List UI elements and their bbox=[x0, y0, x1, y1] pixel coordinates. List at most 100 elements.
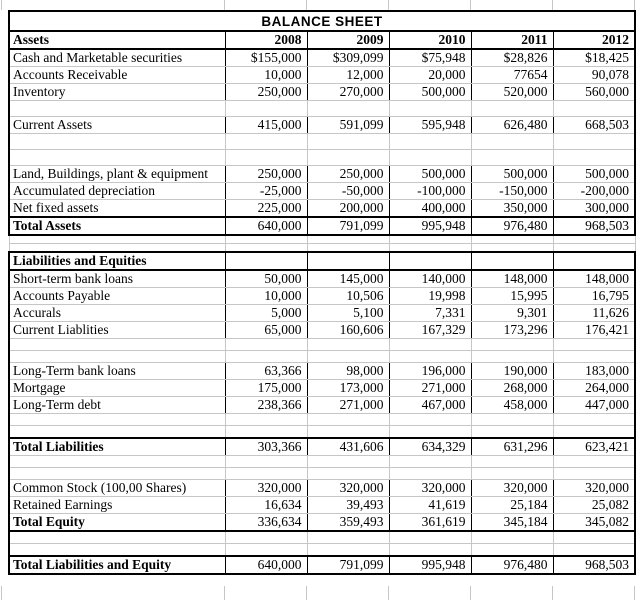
column-header-year[interactable]: 2010 bbox=[389, 30, 472, 50]
empty-cell[interactable] bbox=[8, 149, 226, 166]
row-label-cell[interactable]: Short-term bank loans bbox=[8, 270, 226, 288]
value-cell[interactable]: 345,184 bbox=[471, 513, 554, 532]
value-cell[interactable]: 500,000 bbox=[389, 83, 472, 101]
empty-cell[interactable] bbox=[389, 467, 472, 480]
empty-cell[interactable] bbox=[8, 531, 226, 544]
value-cell[interactable]: -50,000 bbox=[307, 182, 390, 200]
empty-cell[interactable] bbox=[389, 100, 472, 117]
value-cell[interactable] bbox=[389, 251, 472, 271]
value-cell[interactable]: 167,329 bbox=[389, 321, 472, 339]
empty-cell[interactable] bbox=[225, 133, 308, 150]
value-cell[interactable]: 520,000 bbox=[471, 83, 554, 101]
value-cell[interactable]: 90,078 bbox=[553, 66, 636, 84]
value-cell[interactable] bbox=[553, 251, 636, 271]
value-cell[interactable] bbox=[225, 251, 308, 271]
empty-cell[interactable] bbox=[8, 100, 226, 117]
empty-cell[interactable] bbox=[553, 133, 636, 150]
value-cell[interactable]: 500,000 bbox=[389, 165, 472, 183]
empty-cell[interactable] bbox=[307, 338, 390, 351]
row-label-cell[interactable]: Long-Term bank loans bbox=[8, 362, 226, 380]
value-cell[interactable]: 41,619 bbox=[389, 496, 472, 514]
value-cell[interactable]: 320,000 bbox=[553, 479, 636, 497]
empty-cell[interactable] bbox=[307, 235, 390, 244]
empty-cell[interactable] bbox=[389, 455, 472, 468]
value-cell[interactable]: 39,493 bbox=[307, 496, 390, 514]
empty-cell[interactable] bbox=[471, 350, 554, 363]
empty-cell[interactable] bbox=[225, 100, 308, 117]
row-label-cell[interactable]: Total Equity bbox=[8, 513, 226, 532]
value-cell[interactable]: 976,480 bbox=[471, 555, 554, 575]
value-cell[interactable]: 7,331 bbox=[389, 304, 472, 322]
value-cell[interactable]: 336,634 bbox=[225, 513, 308, 532]
empty-cell[interactable] bbox=[553, 149, 636, 166]
empty-cell[interactable] bbox=[8, 133, 226, 150]
value-cell[interactable]: 995,948 bbox=[389, 555, 472, 575]
value-cell[interactable]: 320,000 bbox=[389, 479, 472, 497]
value-cell[interactable]: $18,425 bbox=[553, 49, 636, 67]
value-cell[interactable]: 995,948 bbox=[389, 216, 472, 236]
value-cell[interactable]: 238,366 bbox=[225, 396, 308, 414]
empty-cell[interactable] bbox=[471, 531, 554, 544]
empty-cell[interactable] bbox=[471, 425, 554, 439]
value-cell[interactable] bbox=[471, 251, 554, 271]
empty-cell[interactable] bbox=[553, 455, 636, 468]
row-label-cell[interactable]: Total Assets bbox=[8, 216, 226, 236]
empty-cell[interactable] bbox=[471, 100, 554, 117]
value-cell[interactable]: 65,000 bbox=[225, 321, 308, 339]
value-cell[interactable]: 196,000 bbox=[389, 362, 472, 380]
value-cell[interactable]: 640,000 bbox=[225, 555, 308, 575]
value-cell[interactable]: 98,000 bbox=[307, 362, 390, 380]
value-cell[interactable]: 350,000 bbox=[471, 199, 554, 218]
empty-cell[interactable] bbox=[553, 350, 636, 363]
value-cell[interactable]: 148,000 bbox=[471, 270, 554, 288]
empty-cell[interactable] bbox=[553, 543, 636, 557]
value-cell[interactable]: 500,000 bbox=[471, 165, 554, 183]
value-cell[interactable]: 10,000 bbox=[225, 287, 308, 305]
row-label-cell[interactable]: Inventory bbox=[8, 83, 226, 101]
row-label-cell[interactable]: Long-Term debt bbox=[8, 396, 226, 414]
value-cell[interactable]: $155,000 bbox=[225, 49, 308, 67]
value-cell[interactable]: 250,000 bbox=[225, 83, 308, 101]
value-cell[interactable]: 271,000 bbox=[307, 396, 390, 414]
value-cell[interactable]: 63,366 bbox=[225, 362, 308, 380]
column-header-assets[interactable]: Assets bbox=[8, 30, 226, 50]
empty-cell[interactable] bbox=[471, 338, 554, 351]
value-cell[interactable]: 361,619 bbox=[389, 513, 472, 532]
value-cell[interactable]: 359,493 bbox=[307, 513, 390, 532]
value-cell[interactable]: $309,099 bbox=[307, 49, 390, 67]
empty-cell[interactable] bbox=[471, 455, 554, 468]
value-cell[interactable]: 250,000 bbox=[225, 165, 308, 183]
value-cell[interactable]: 176,421 bbox=[553, 321, 636, 339]
row-label-cell[interactable]: Common Stock (100,00 Shares) bbox=[8, 479, 226, 497]
empty-cell[interactable] bbox=[553, 413, 636, 426]
value-cell[interactable]: 264,000 bbox=[553, 379, 636, 397]
value-cell[interactable]: 268,000 bbox=[471, 379, 554, 397]
value-cell[interactable]: 140,000 bbox=[389, 270, 472, 288]
empty-cell[interactable] bbox=[389, 531, 472, 544]
row-label-cell[interactable]: Cash and Marketable securities bbox=[8, 49, 226, 67]
empty-cell[interactable] bbox=[307, 425, 390, 439]
value-cell[interactable]: 400,000 bbox=[389, 199, 472, 218]
empty-cell[interactable] bbox=[225, 425, 308, 439]
column-header-year[interactable]: 2011 bbox=[471, 30, 554, 50]
value-cell[interactable]: 19,998 bbox=[389, 287, 472, 305]
empty-cell[interactable] bbox=[471, 243, 554, 253]
row-label-cell[interactable]: Accurals bbox=[8, 304, 226, 322]
value-cell[interactable]: 303,366 bbox=[225, 437, 308, 456]
value-cell[interactable]: $75,948 bbox=[389, 49, 472, 67]
value-cell[interactable]: 5,000 bbox=[225, 304, 308, 322]
value-cell[interactable]: 173,296 bbox=[471, 321, 554, 339]
empty-cell[interactable] bbox=[471, 235, 554, 244]
empty-cell[interactable] bbox=[307, 531, 390, 544]
value-cell[interactable]: 148,000 bbox=[553, 270, 636, 288]
empty-cell[interactable] bbox=[553, 100, 636, 117]
value-cell[interactable]: 791,099 bbox=[307, 555, 390, 575]
empty-cell[interactable] bbox=[307, 100, 390, 117]
value-cell[interactable]: -200,000 bbox=[553, 182, 636, 200]
value-cell[interactable]: 9,301 bbox=[471, 304, 554, 322]
value-cell[interactable]: 77654 bbox=[471, 66, 554, 84]
value-cell[interactable]: 12,000 bbox=[307, 66, 390, 84]
value-cell[interactable]: 623,421 bbox=[553, 437, 636, 456]
value-cell[interactable]: 500,000 bbox=[553, 165, 636, 183]
empty-cell[interactable] bbox=[471, 413, 554, 426]
